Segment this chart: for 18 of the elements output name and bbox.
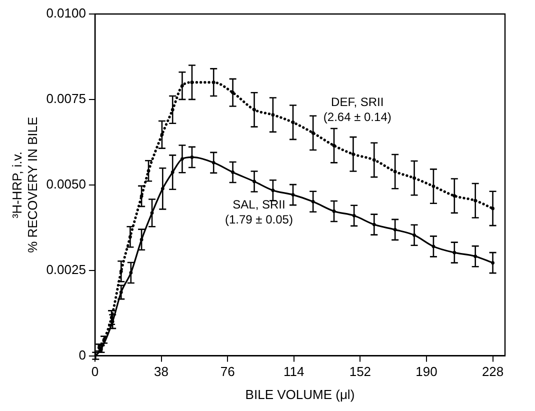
y-tick-label: 0.0075 — [46, 91, 86, 106]
y-tick-label: 0.0050 — [46, 176, 86, 192]
y-tick-label: 0 — [78, 347, 86, 362]
x-tick-label: 152 — [349, 364, 372, 380]
x-tick-label: 38 — [154, 364, 168, 380]
y-tick-label: 0.0025 — [46, 262, 86, 277]
y-axis-title: ³H-HRP, i.v. % RECOVERY IN BILE — [9, 116, 40, 253]
x-axis-title: BILE VOLUME (μl) — [245, 386, 355, 402]
x-tick-label: 228 — [482, 364, 504, 380]
x-tick-label: 114 — [284, 364, 304, 380]
annotation: (1.79 ± 0.05) — [224, 212, 293, 227]
series-label: SAL, SRII — [232, 198, 286, 212]
text: DEF, SRII — [331, 95, 384, 110]
x-tick-label: 0 — [91, 364, 99, 380]
y-tick-label: 0.0100 — [46, 6, 86, 21]
x-tick-label: 190 — [416, 364, 438, 380]
annotation: (2.64 ± 0.14) — [323, 110, 392, 124]
x-tick-label: 76 — [220, 364, 235, 380]
